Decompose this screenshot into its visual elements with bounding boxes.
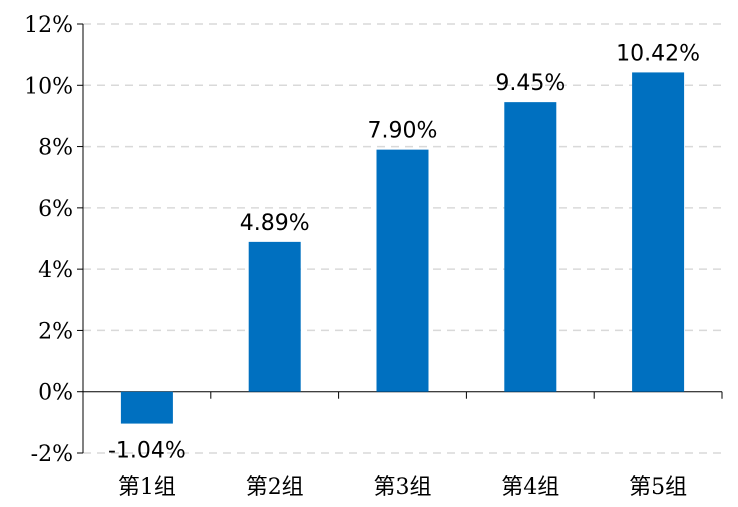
x-tick-label: 第1组	[118, 475, 176, 500]
y-tick-label: 10%	[24, 74, 73, 99]
x-tick-label: 第4组	[501, 475, 559, 500]
x-tick-label: 第2组	[246, 475, 304, 500]
bar	[248, 241, 301, 392]
x-tick-label: 第5组	[629, 475, 687, 500]
data-label: 10.42%	[616, 41, 700, 66]
grid-layer	[83, 23, 722, 454]
x-tick-layer: 第1组 第2组 第3组 第4组 第5组	[118, 475, 687, 500]
y-tick-label: 8%	[38, 136, 73, 161]
data-label: 7.90%	[368, 119, 438, 144]
y-tick-label: 4%	[38, 258, 73, 283]
y-tick-label: 12%	[24, 13, 73, 38]
y-tick-label: 2%	[38, 319, 73, 344]
y-tick-label: 6%	[38, 197, 73, 222]
y-tick-label: 0%	[38, 381, 73, 406]
data-label: 4.89%	[240, 211, 310, 236]
label-layer: -1.04% 4.89% 7.90% 9.45% 10.42%	[108, 41, 700, 463]
bar	[504, 102, 557, 392]
x-tick-label: 第3组	[374, 475, 432, 500]
axis-layer: -2% 0% 2% 4% 6% 8% 10% 12%	[24, 13, 723, 467]
y-tick-label: -2%	[31, 442, 73, 467]
data-label: 9.45%	[495, 71, 565, 96]
bar	[120, 391, 173, 424]
bar	[632, 72, 685, 392]
bar	[376, 149, 429, 392]
bar-layer	[120, 72, 685, 424]
data-label: -1.04%	[108, 439, 186, 464]
